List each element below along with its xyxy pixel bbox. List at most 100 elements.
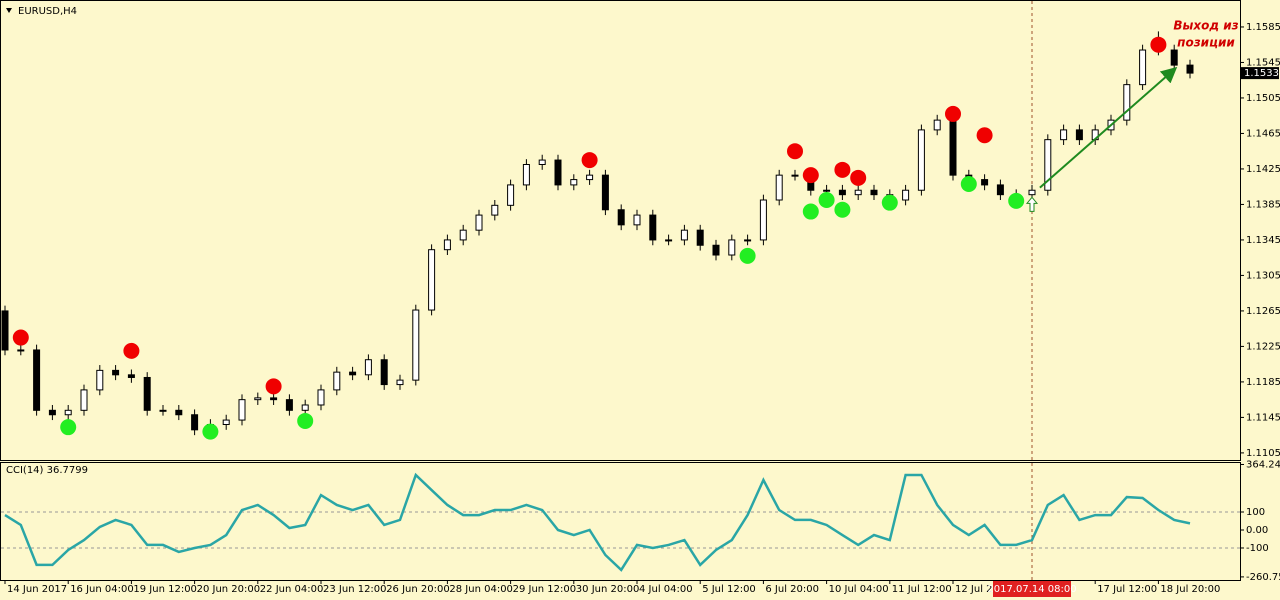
y-tick-label: 1.1505 xyxy=(1246,93,1280,104)
x-tick-label: 11 Jul 12:00 xyxy=(892,584,952,595)
candle-body xyxy=(586,174,594,181)
crosshair-time-label: 2017.07.14 08:00 xyxy=(987,584,1076,595)
candle-body xyxy=(222,419,230,426)
annotation: Выход из xyxy=(1173,19,1238,33)
buy-signal xyxy=(739,247,756,264)
x-tick-label: 28 Jun 04:00 xyxy=(449,584,513,595)
y-tick-label: 1.1425 xyxy=(1246,164,1280,175)
sell-signal xyxy=(787,143,803,160)
sell-signal xyxy=(834,161,851,178)
indicator-tick-label: 0.00 xyxy=(1246,525,1268,536)
indicator-title: CCI(14) 36.7799 xyxy=(6,465,88,476)
candle-body xyxy=(1123,84,1131,121)
buy-signal xyxy=(960,176,977,193)
y-tick-label: 1.1305 xyxy=(1246,270,1280,281)
candle-body xyxy=(617,209,625,226)
buy-signal xyxy=(881,194,898,211)
candle-body xyxy=(33,349,41,411)
candle-body xyxy=(838,189,846,196)
candle-body xyxy=(538,159,546,166)
candle-body xyxy=(633,214,641,226)
x-tick-label: 23 Jun 12:00 xyxy=(323,584,387,595)
candle-body xyxy=(1075,129,1083,141)
candle-body xyxy=(507,184,515,206)
buy-signal xyxy=(818,191,835,208)
candle-body xyxy=(175,409,183,416)
y-tick-label: 1.1145 xyxy=(1246,412,1280,423)
price-panel-frame xyxy=(0,0,1241,461)
candle-body xyxy=(270,397,278,401)
indicator-panel-frame xyxy=(0,462,1241,581)
candle-body xyxy=(254,397,262,401)
current-price-box xyxy=(1241,67,1279,80)
candle-body xyxy=(1028,189,1036,196)
x-tick-label: 6 Jul 20:00 xyxy=(765,584,819,595)
x-tick-label: 26 Jun 20:00 xyxy=(386,584,450,595)
candle-body xyxy=(80,389,88,411)
candle-body xyxy=(333,371,341,391)
indicator-tick-label: 364.2405 xyxy=(1246,459,1280,470)
candle-body xyxy=(996,184,1004,196)
x-tick-label: 5 Jul 12:00 xyxy=(702,584,756,595)
candle-body xyxy=(680,229,688,241)
y-tick-label: 1.1225 xyxy=(1246,341,1280,352)
current-price-label: 1.1533 xyxy=(1244,68,1279,79)
candle-body xyxy=(823,189,831,192)
buy-signal xyxy=(60,419,77,436)
candle-body xyxy=(601,174,609,211)
x-tick-label: 4 Jul 04:00 xyxy=(639,584,693,595)
candle-body xyxy=(380,359,388,386)
x-tick-label: 17 Jul 12:00 xyxy=(1097,584,1157,595)
sell-signal xyxy=(802,167,819,184)
candle-body xyxy=(759,199,767,241)
candle-body xyxy=(1139,49,1147,86)
indicator-tick-label: -100 xyxy=(1246,543,1269,554)
y-tick-label: 1.1265 xyxy=(1246,306,1280,317)
sell-signal xyxy=(945,105,961,122)
candle-body xyxy=(443,239,451,251)
candle-body xyxy=(791,174,799,177)
candle-body xyxy=(949,119,957,176)
candle-body xyxy=(238,399,246,421)
candle-body xyxy=(143,376,151,411)
candle-body xyxy=(917,129,925,191)
y-tick-label: 1.1465 xyxy=(1246,128,1280,139)
candle-body xyxy=(933,119,941,131)
candle-body xyxy=(412,309,420,381)
candle-body xyxy=(696,229,704,246)
sell-signal xyxy=(581,152,598,169)
candle-body xyxy=(159,409,167,412)
x-tick-label: 10 Jul 04:00 xyxy=(829,584,889,595)
candle-body xyxy=(981,179,989,186)
sell-signal xyxy=(265,378,282,395)
candle-body xyxy=(1,310,9,351)
candle-body xyxy=(744,239,752,242)
y-tick-label: 1.1545 xyxy=(1246,57,1280,68)
y-tick-label: 1.1385 xyxy=(1246,199,1280,210)
sell-signal xyxy=(123,342,140,359)
x-tick-label: 19 Jun 12:00 xyxy=(133,584,197,595)
candle-body xyxy=(554,159,562,186)
candle-body xyxy=(285,399,293,411)
indicator-tick-label: -260.7557 xyxy=(1246,572,1280,583)
candle-body xyxy=(191,414,199,431)
candle-body xyxy=(902,189,910,201)
candle-body xyxy=(428,249,436,311)
x-tick-label: 14 Jun 2017 xyxy=(7,584,67,595)
x-tick-label: 20 Jun 20:00 xyxy=(197,584,261,595)
candle-body xyxy=(570,179,578,186)
candle-body xyxy=(712,244,720,256)
buy-signal xyxy=(1008,192,1025,209)
entry-arrow xyxy=(1025,196,1039,212)
candle-body xyxy=(349,371,357,376)
candle-body xyxy=(522,164,530,186)
candle-body xyxy=(870,189,878,196)
indicator-tick-label: 100 xyxy=(1246,507,1265,518)
candle-body xyxy=(1186,64,1194,74)
x-tick-label: 22 Jun 04:00 xyxy=(260,584,324,595)
menu-triangle[interactable] xyxy=(6,8,12,13)
buy-signal xyxy=(297,412,314,429)
y-tick-label: 1.1585 xyxy=(1246,22,1280,33)
